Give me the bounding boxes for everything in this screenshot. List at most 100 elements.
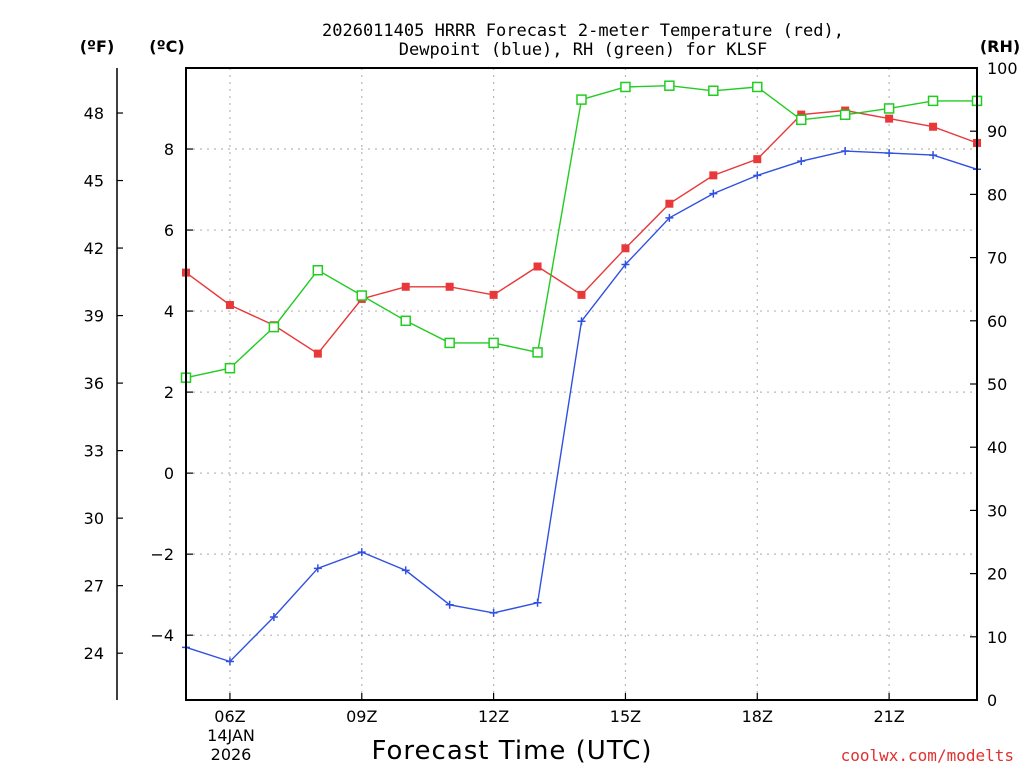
- dewpoint-point: [841, 147, 850, 156]
- fahrenheit-tick-label: 48: [84, 104, 104, 123]
- celsius-tick-label: 8: [164, 140, 174, 159]
- dewpoint-point: [401, 566, 410, 575]
- dewpoint-point: [797, 157, 806, 166]
- rh-point: [268, 321, 280, 333]
- date-label-day: 14JAN: [207, 726, 255, 745]
- rh-point: [312, 264, 324, 276]
- rh-tick-label: 10: [987, 628, 1007, 647]
- time-tick-label: 18Z: [742, 707, 773, 726]
- rh-point: [752, 81, 763, 93]
- rh-tick-label: 50: [987, 375, 1007, 394]
- chart-title-line1: 2026011405 HRRR Forecast 2-meter Tempera…: [322, 21, 844, 41]
- dewpoint-point: [577, 317, 586, 326]
- fahrenheit-tick-label: 45: [84, 172, 104, 191]
- plot-frame: [185, 67, 978, 701]
- rh-tick-label: 0: [987, 691, 997, 710]
- x-axis-title: Forecast Time (UTC): [371, 736, 652, 766]
- rh-point: [224, 362, 236, 374]
- time-tick-label: 15Z: [610, 707, 641, 726]
- series-layer: [180, 80, 983, 666]
- rh-point: [356, 290, 368, 301]
- temperature-point: [709, 171, 718, 180]
- rh-point: [620, 81, 631, 93]
- temperature-point: [533, 262, 542, 271]
- temperature-point: [489, 290, 498, 299]
- time-tick-label: 21Z: [873, 707, 904, 726]
- rh-tick-label: 40: [987, 438, 1007, 457]
- dewpoint-point: [709, 189, 718, 198]
- dewpoint-point: [225, 657, 234, 666]
- celsius-tick-label: 4: [164, 302, 174, 321]
- fahrenheit-tick-label: 27: [84, 577, 104, 596]
- series-line: [185, 109, 978, 355]
- rh-point: [488, 337, 499, 349]
- time-tick-label: 12Z: [478, 707, 509, 726]
- rh-point: [795, 114, 807, 126]
- series-plus: [182, 147, 981, 666]
- rh-point: [576, 94, 587, 105]
- fahrenheit-tick-label: 30: [84, 509, 104, 528]
- rh-point: [664, 80, 675, 91]
- celsius-tick-label: 0: [164, 464, 174, 483]
- fahrenheit-tick-label: 42: [84, 239, 104, 258]
- celsius-tick-label: 6: [164, 221, 174, 240]
- dewpoint-point: [753, 171, 762, 180]
- temperature-point: [445, 282, 454, 291]
- rh-point: [444, 337, 455, 349]
- rh-point: [927, 95, 939, 107]
- dewpoint-point: [445, 600, 454, 609]
- dewpoint-point: [269, 612, 278, 621]
- fahrenheit-unit-label: (ºF): [80, 37, 115, 56]
- fahrenheit-tick-label: 39: [84, 307, 104, 326]
- temperature-point: [313, 349, 322, 358]
- dewpoint-point: [665, 213, 674, 222]
- rh-point: [883, 103, 895, 114]
- fahrenheit-tick-label: 33: [84, 442, 104, 461]
- rh-tick-label: 100: [987, 59, 1018, 78]
- gridlines: [186, 68, 977, 700]
- temperature-point: [753, 155, 762, 164]
- rh-point: [532, 347, 543, 358]
- rh-point: [708, 85, 719, 97]
- celsius-tick-label: −2: [150, 545, 174, 564]
- time-tick-label: 06Z: [214, 707, 245, 726]
- fahrenheit-axis: 48 45 42 39 36 33 30 27 24: [84, 68, 123, 700]
- rh-unit-label: (RH): [980, 37, 1020, 56]
- fahrenheit-tick-label: 24: [84, 644, 104, 663]
- rh-tick-label: 20: [987, 565, 1007, 584]
- time-axis: 06Z 09Z 12Z 15Z 18Z 21Z: [214, 693, 905, 726]
- celsius-unit-label: (ºC): [149, 37, 184, 56]
- time-tick-label: 09Z: [346, 707, 377, 726]
- dewpoint-point: [489, 608, 498, 617]
- dewpoint-point: [929, 151, 938, 160]
- series-line: [185, 84, 977, 379]
- series-line: [185, 150, 978, 663]
- chart-title-line2: Dewpoint (blue), RH (green) for KLSF: [399, 40, 767, 60]
- temperature-point: [577, 290, 586, 299]
- celsius-tick-label: 2: [164, 383, 174, 402]
- celsius-axis: 8 6 4 2 0 −2 −4: [150, 140, 193, 645]
- dewpoint-point: [533, 598, 542, 607]
- series-open-square: [180, 80, 983, 383]
- temperature-point: [225, 301, 234, 309]
- rh-point: [839, 109, 851, 121]
- credit-text: coolwx.com/modelts: [841, 746, 1014, 765]
- temperature-point: [621, 244, 630, 253]
- temperature-point: [929, 122, 938, 131]
- dewpoint-point: [621, 260, 630, 269]
- celsius-tick-label: −4: [150, 626, 174, 645]
- temperature-point: [665, 199, 674, 208]
- temperature-point: [885, 114, 894, 123]
- dewpoint-point: [313, 564, 322, 573]
- temperature-point: [401, 282, 410, 291]
- rh-point: [400, 315, 411, 327]
- dewpoint-point: [357, 548, 366, 557]
- rh-tick-label: 60: [987, 312, 1007, 331]
- date-label-year: 2026: [211, 745, 252, 764]
- rh-tick-label: 80: [987, 185, 1007, 204]
- dewpoint-point: [885, 149, 894, 158]
- rh-tick-label: 30: [987, 501, 1007, 520]
- fahrenheit-tick-label: 36: [84, 374, 104, 393]
